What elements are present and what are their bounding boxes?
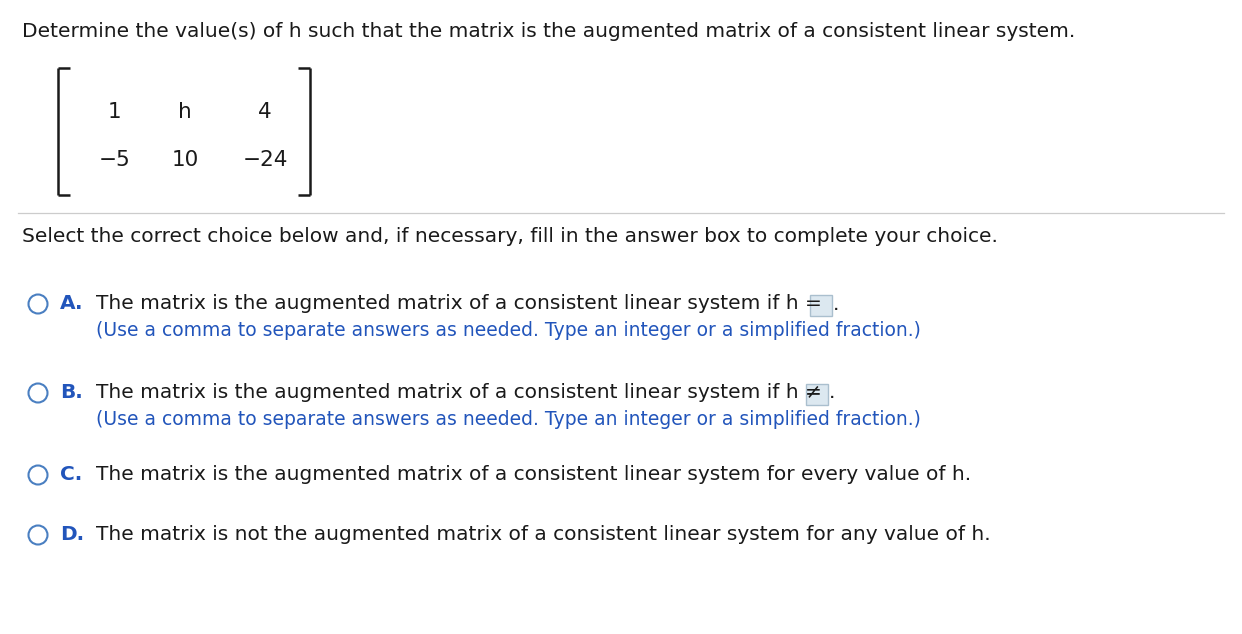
Text: C.: C. bbox=[60, 465, 82, 484]
Text: h: h bbox=[178, 102, 191, 122]
Text: A.: A. bbox=[60, 294, 83, 313]
Text: (Use a comma to separate answers as needed. Type an integer or a simplified frac: (Use a comma to separate answers as need… bbox=[96, 321, 920, 340]
Text: The matrix is the augmented matrix of a consistent linear system if h ≠: The matrix is the augmented matrix of a … bbox=[96, 383, 822, 402]
Text: (Use a comma to separate answers as needed. Type an integer or a simplified frac: (Use a comma to separate answers as need… bbox=[96, 410, 920, 429]
Text: 10: 10 bbox=[171, 150, 199, 170]
Text: B.: B. bbox=[60, 383, 83, 402]
Text: .: . bbox=[828, 384, 836, 403]
FancyBboxPatch shape bbox=[806, 384, 828, 405]
Text: −24: −24 bbox=[242, 150, 288, 170]
Text: Select the correct choice below and, if necessary, fill in the answer box to com: Select the correct choice below and, if … bbox=[22, 227, 997, 246]
FancyBboxPatch shape bbox=[810, 295, 832, 316]
Text: The matrix is the augmented matrix of a consistent linear system for every value: The matrix is the augmented matrix of a … bbox=[96, 465, 971, 484]
Text: The matrix is not the augmented matrix of a consistent linear system for any val: The matrix is not the augmented matrix o… bbox=[96, 525, 991, 544]
Text: 1: 1 bbox=[108, 102, 122, 122]
Text: Determine the value(s) of h such that the matrix is the augmented matrix of a co: Determine the value(s) of h such that th… bbox=[22, 22, 1076, 41]
Text: The matrix is the augmented matrix of a consistent linear system if h =: The matrix is the augmented matrix of a … bbox=[96, 294, 822, 313]
Text: 4: 4 bbox=[258, 102, 272, 122]
Text: D.: D. bbox=[60, 525, 84, 544]
Text: −5: −5 bbox=[99, 150, 130, 170]
Text: .: . bbox=[833, 295, 840, 313]
